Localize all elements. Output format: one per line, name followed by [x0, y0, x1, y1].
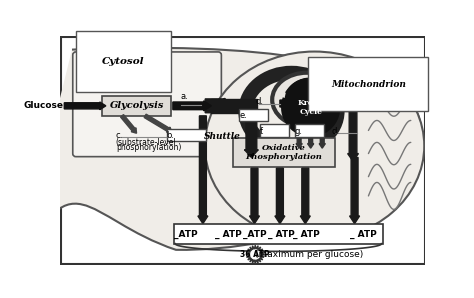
Text: _ ATP: _ ATP	[293, 230, 320, 239]
Bar	[210, 99, 257, 113]
FancyArrow shape	[120, 115, 137, 133]
FancyArrow shape	[296, 133, 302, 148]
FancyBboxPatch shape	[167, 129, 206, 141]
Text: (maximum per glucose): (maximum per glucose)	[255, 250, 363, 259]
FancyArrow shape	[334, 103, 353, 111]
Text: _ ATP: _ ATP	[350, 230, 376, 239]
Polygon shape	[246, 245, 264, 264]
FancyBboxPatch shape	[294, 124, 324, 136]
Text: _ATP: _ATP	[243, 230, 266, 239]
Text: _ATP: _ATP	[174, 230, 198, 239]
FancyArrow shape	[347, 107, 358, 161]
Ellipse shape	[272, 73, 341, 127]
Text: g.: g.	[294, 127, 302, 136]
Text: f.: f.	[260, 127, 265, 136]
FancyBboxPatch shape	[102, 96, 171, 116]
FancyArrow shape	[205, 98, 231, 114]
FancyArrow shape	[144, 114, 172, 132]
FancyBboxPatch shape	[173, 224, 383, 244]
FancyArrow shape	[275, 168, 285, 224]
Text: a.: a.	[181, 92, 188, 101]
FancyArrow shape	[301, 168, 310, 224]
Text: b.: b.	[167, 131, 175, 140]
Text: _ ATP: _ ATP	[215, 230, 242, 239]
Text: Mitochondrion: Mitochondrion	[331, 80, 406, 89]
FancyArrow shape	[64, 102, 106, 110]
Text: Glycolysis: Glycolysis	[109, 101, 164, 110]
Text: (substrate-level: (substrate-level	[116, 137, 176, 147]
Text: Krebs
Cycle: Krebs Cycle	[298, 99, 323, 116]
Circle shape	[288, 84, 334, 131]
Text: 36 ATP: 36 ATP	[240, 250, 270, 259]
Text: Glucose: Glucose	[24, 101, 64, 110]
FancyArrow shape	[249, 168, 259, 224]
PathPatch shape	[72, 48, 421, 250]
FancyArrow shape	[308, 133, 314, 148]
FancyBboxPatch shape	[239, 109, 268, 121]
FancyArrow shape	[349, 157, 360, 224]
FancyArrow shape	[319, 133, 325, 148]
FancyArrow shape	[198, 116, 208, 224]
Text: d.: d.	[255, 97, 263, 106]
Ellipse shape	[205, 52, 424, 240]
Text: phosphorylation): phosphorylation)	[116, 143, 181, 152]
FancyBboxPatch shape	[260, 124, 289, 136]
Text: d.: d.	[331, 127, 339, 136]
Text: _ ATP: _ ATP	[268, 230, 295, 239]
Text: c.: c.	[116, 131, 123, 140]
FancyArrow shape	[173, 101, 211, 111]
Text: Cytosol: Cytosol	[102, 57, 145, 66]
FancyBboxPatch shape	[73, 52, 221, 157]
FancyArrow shape	[280, 99, 300, 108]
Text: Shuttle: Shuttle	[204, 132, 241, 141]
FancyBboxPatch shape	[233, 138, 335, 167]
Text: Oxidative
Phosphorylation: Oxidative Phosphorylation	[246, 144, 322, 162]
Text: e.: e.	[239, 111, 247, 120]
FancyArrow shape	[245, 113, 258, 157]
